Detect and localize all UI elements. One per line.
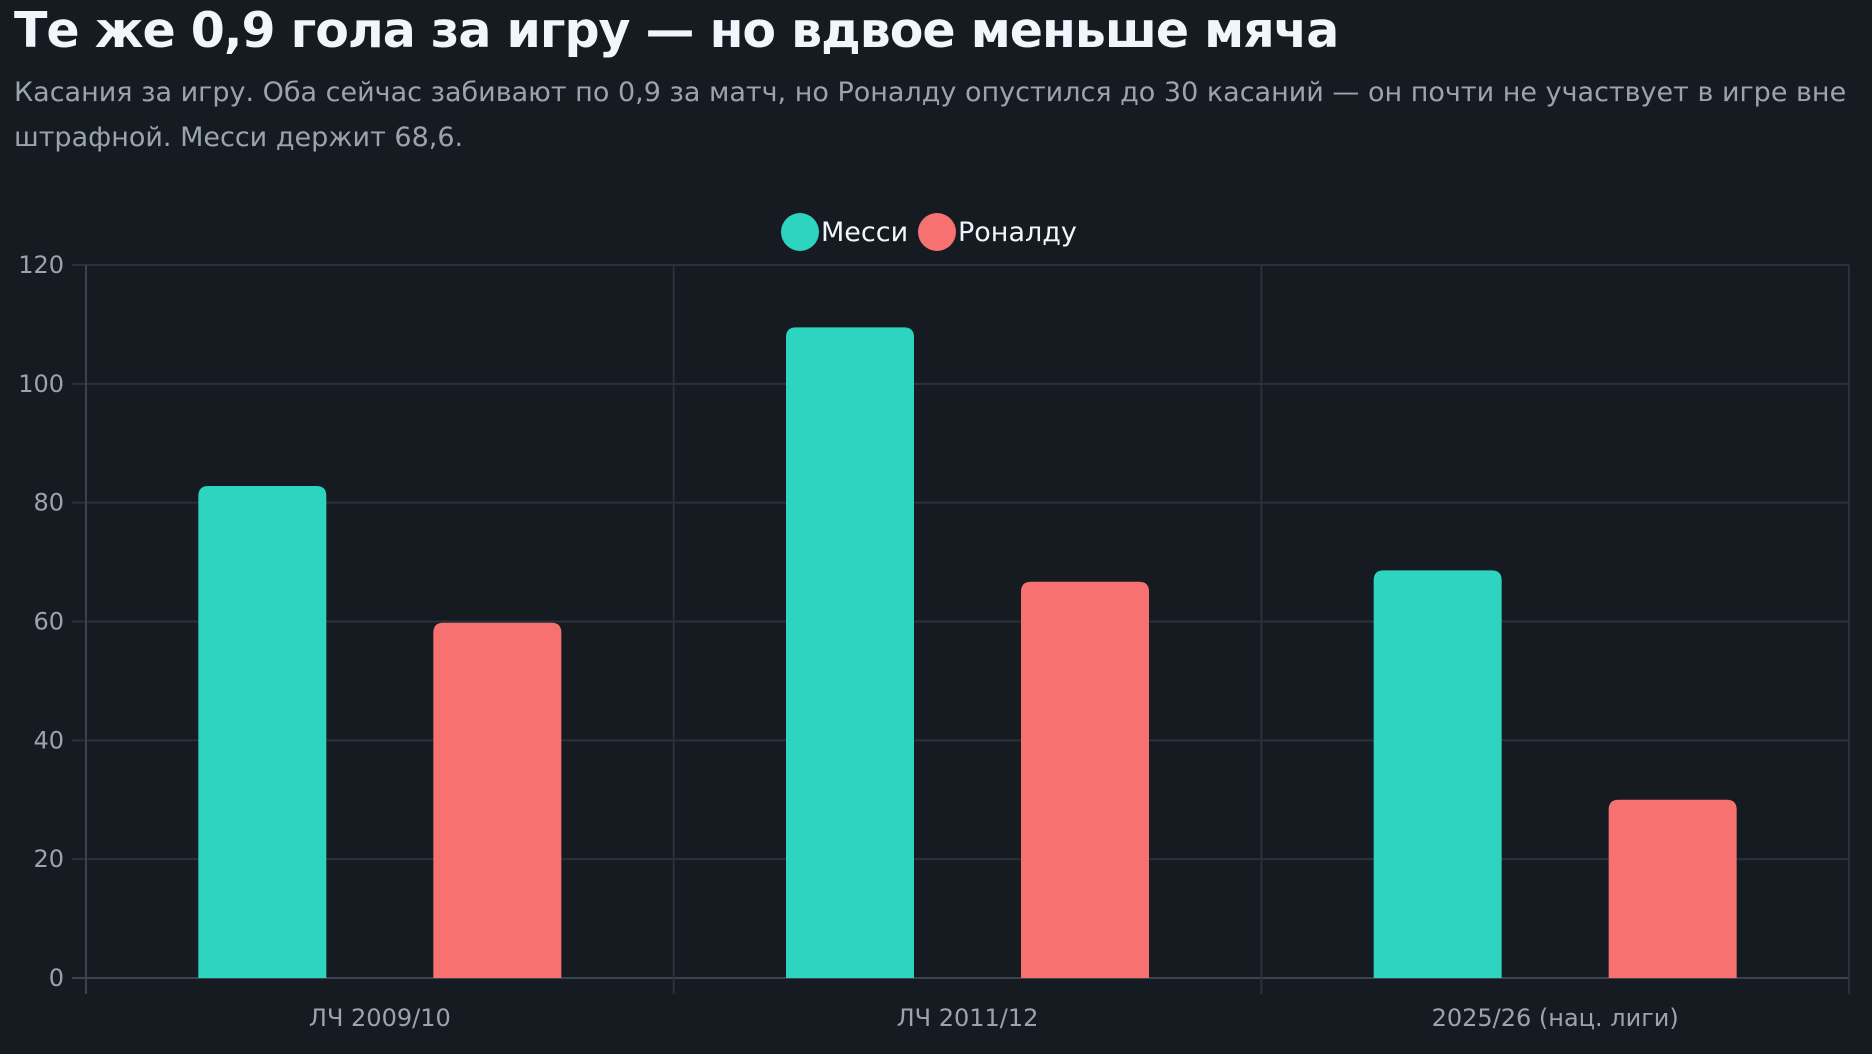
bar-ronaldo[interactable] xyxy=(433,622,562,978)
y-tick-label: 0 xyxy=(49,964,64,992)
bar-ronaldo[interactable] xyxy=(1021,581,1149,978)
x-tick-label: ЛЧ 2009/10 xyxy=(309,1004,451,1032)
legend-item-messi[interactable]: Месси xyxy=(781,213,908,251)
x-tick-label: ЛЧ 2011/12 xyxy=(897,1004,1039,1032)
bar-messi[interactable] xyxy=(1373,570,1502,978)
x-tick-label: 2025/26 (нац. лиги) xyxy=(1432,1004,1679,1032)
y-tick-label: 100 xyxy=(18,370,64,398)
y-tick-label: 60 xyxy=(33,608,64,636)
y-tick-label: 40 xyxy=(33,726,64,754)
y-tick-label: 20 xyxy=(33,845,64,873)
grid-lines xyxy=(72,264,1850,994)
legend-item-ronaldo[interactable]: Роналду xyxy=(918,213,1077,251)
bar-messi[interactable] xyxy=(198,486,327,978)
legend-label: Месси xyxy=(821,217,908,248)
bar-messi[interactable] xyxy=(786,327,914,978)
y-axis: 0 20 40 60 80 100 120 xyxy=(18,251,64,992)
legend: Месси Роналду xyxy=(781,213,1077,251)
page-title: Те же 0,9 гола за игру — но вдвое меньше… xyxy=(14,2,1339,59)
x-axis: ЛЧ 2009/10 ЛЧ 2011/12 2025/26 (нац. лиги) xyxy=(309,1004,1679,1032)
legend-swatch xyxy=(781,213,819,251)
bars xyxy=(198,327,1737,978)
legend-label: Роналду xyxy=(958,217,1077,248)
y-tick-label: 80 xyxy=(33,489,64,517)
page-subtitle: Касания за игру. Оба сейчас забивают по … xyxy=(14,77,1847,153)
bar-ronaldo[interactable] xyxy=(1608,799,1737,978)
legend-swatch xyxy=(918,213,956,251)
y-tick-label: 120 xyxy=(18,251,64,279)
